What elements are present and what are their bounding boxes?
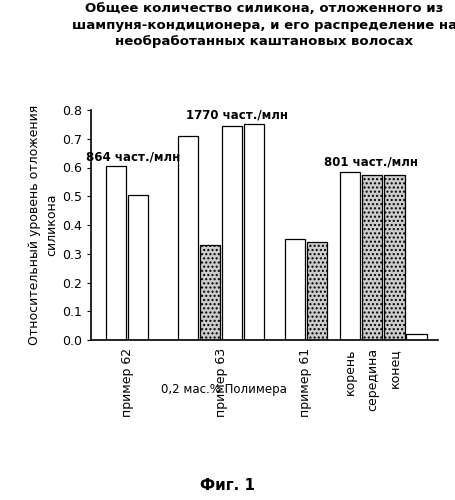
Bar <box>106 166 126 340</box>
Text: 864 част./млн: 864 част./млн <box>86 150 180 163</box>
Bar <box>222 126 242 340</box>
Text: Общее количество силикона, отложенного из
шампуня-кондиционера, и его распределе: Общее количество силикона, отложенного и… <box>72 2 455 48</box>
Bar <box>177 136 197 340</box>
Text: 801 част./млн: 801 част./млн <box>324 156 418 169</box>
Bar <box>384 174 404 340</box>
Text: пример 63: пример 63 <box>214 348 227 417</box>
Bar <box>244 124 264 340</box>
Text: пример 61: пример 61 <box>299 348 312 417</box>
Text: конец: конец <box>387 348 400 388</box>
Text: пример 62: пример 62 <box>121 348 133 417</box>
Text: Фиг. 1: Фиг. 1 <box>200 478 255 492</box>
Y-axis label: Относительный уровень отложения
силикона: Относительный уровень отложения силикона <box>28 105 58 345</box>
Text: 0,2 мас.% Полимера: 0,2 мас.% Полимера <box>161 382 286 396</box>
Text: корень: корень <box>343 348 356 395</box>
Bar <box>128 195 148 340</box>
Text: середина: середина <box>365 348 378 411</box>
Bar <box>361 174 382 340</box>
Bar <box>405 334 426 340</box>
Bar <box>306 242 326 340</box>
Bar <box>200 245 220 340</box>
Text: 1770 част./млн: 1770 част./млн <box>186 108 287 122</box>
Bar <box>284 240 304 340</box>
Bar <box>339 172 359 340</box>
